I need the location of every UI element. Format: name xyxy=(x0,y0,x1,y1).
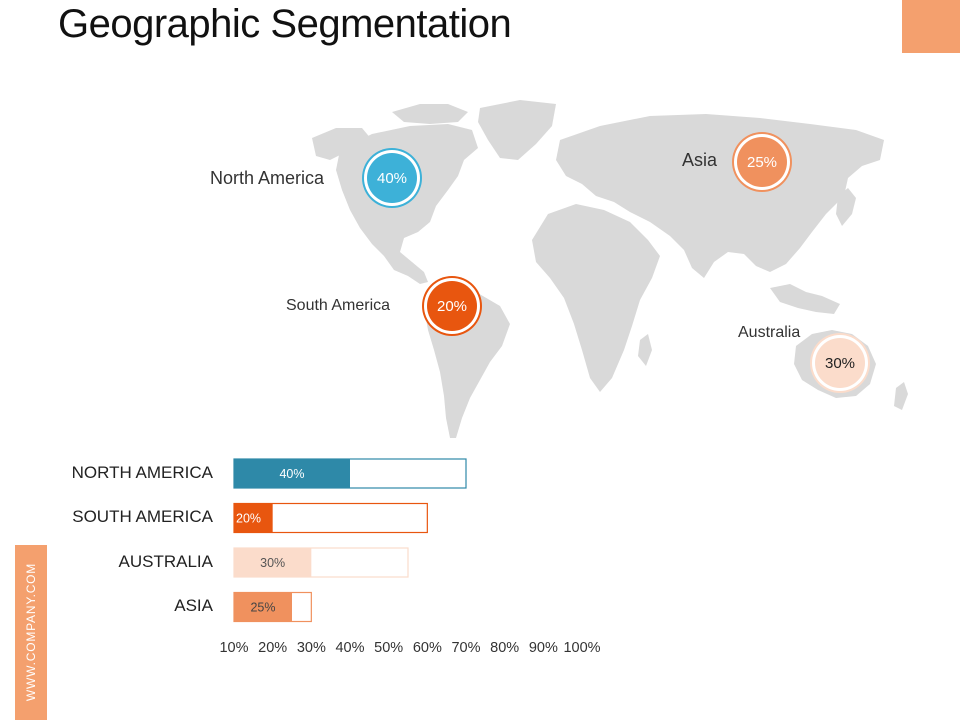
region-bubble-south-america: 20% xyxy=(427,281,477,331)
bar-value-label-south-america: 20% xyxy=(236,512,261,526)
page-title: Geographic Segmentation xyxy=(58,2,512,46)
side-accent-bar xyxy=(15,545,47,720)
map-greenland xyxy=(478,100,556,160)
map-arctic-islands xyxy=(392,104,468,124)
category-label-south-america: SOUTH AMERICA xyxy=(72,507,213,526)
bar-value-label-asia: 25% xyxy=(250,601,275,615)
map-africa xyxy=(532,204,660,392)
x-tick-label: 50% xyxy=(374,640,403,656)
category-label-north-america: NORTH AMERICA xyxy=(71,463,213,482)
x-tick-label: 100% xyxy=(563,640,600,656)
bar-value-label-australia: 30% xyxy=(260,556,285,570)
region-label-australia: Australia xyxy=(738,324,801,341)
map-madagascar xyxy=(638,334,652,366)
bar-value-label-north-america: 40% xyxy=(279,467,304,481)
x-tick-label: 60% xyxy=(413,640,442,656)
map-new-zealand xyxy=(894,382,908,410)
region-bubble-north-america: 40% xyxy=(367,153,417,203)
x-tick-label: 80% xyxy=(490,640,519,656)
x-tick-label: 20% xyxy=(258,640,287,656)
region-label-south-america: South America xyxy=(286,297,391,314)
region-bubble-australia: 30% xyxy=(815,338,865,388)
bar-australia xyxy=(234,548,312,577)
category-label-asia: ASIA xyxy=(174,596,213,615)
category-label-australia: AUSTRALIA xyxy=(118,552,213,571)
map-sea-islands xyxy=(770,284,840,314)
bar-asia xyxy=(234,592,292,622)
x-tick-label: 10% xyxy=(219,640,248,656)
x-tick-label: 40% xyxy=(335,640,364,656)
region-label-north-america: North America xyxy=(210,168,325,188)
x-tick-label: 30% xyxy=(297,640,326,656)
corner-accent-block xyxy=(902,0,960,53)
x-tick-label: 70% xyxy=(451,640,480,656)
region-bubble-asia: 25% xyxy=(737,137,787,187)
map-eurasia xyxy=(556,114,884,278)
map-japan xyxy=(836,188,856,226)
bar-south-america xyxy=(234,503,273,533)
bar-north-america xyxy=(234,459,350,488)
region-label-asia: Asia xyxy=(682,150,718,170)
x-tick-label: 90% xyxy=(529,640,558,656)
